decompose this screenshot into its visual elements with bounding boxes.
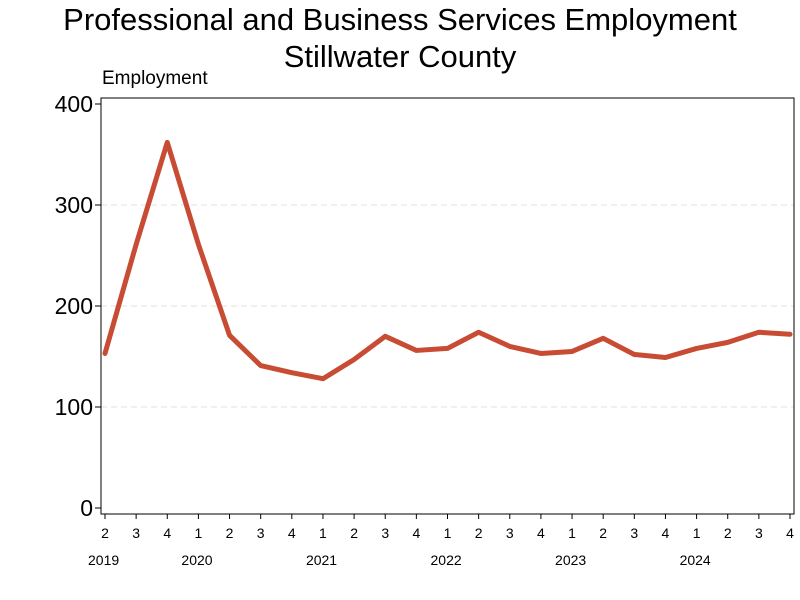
data-point xyxy=(538,351,544,356)
y-axis-label: Employment xyxy=(102,68,208,89)
x-tick-label: 2 xyxy=(226,525,234,541)
data-point xyxy=(165,140,170,145)
x-year-label: 2020 xyxy=(181,552,212,568)
y-tick-label: 0 xyxy=(80,495,93,521)
x-tick-label: 2 xyxy=(724,525,732,541)
series-line xyxy=(102,139,793,382)
x-tick-label: 1 xyxy=(319,525,327,541)
data-point xyxy=(289,370,295,375)
data-point xyxy=(507,344,512,349)
data-point xyxy=(569,349,575,354)
x-axis-ticks: 2 3 4 1 2 3 4 1 2 3 4 1 2 3 4 1 2 3 4 1 2 3 4 2019 2020 2021 2022 2… xyxy=(88,514,794,568)
x-tick-label: 2 xyxy=(599,525,607,541)
x-tick-label: 4 xyxy=(662,525,670,541)
y-tick-label: 200 xyxy=(55,293,93,319)
y-tick-label: 300 xyxy=(55,192,93,218)
data-point xyxy=(351,357,357,362)
x-tick-label: 3 xyxy=(132,525,140,541)
data-point xyxy=(414,348,419,353)
x-tick-label: 1 xyxy=(693,525,701,541)
x-year-label: 2022 xyxy=(431,552,462,568)
x-tick-label: 2 xyxy=(101,525,109,541)
data-point xyxy=(632,352,637,357)
y-tick-label: 100 xyxy=(55,394,93,420)
data-point xyxy=(196,242,201,247)
x-tick-label: 3 xyxy=(755,525,763,541)
x-year-label: 2024 xyxy=(680,552,711,568)
gridlines xyxy=(101,204,794,408)
data-point xyxy=(600,336,606,341)
data-point xyxy=(383,334,388,339)
x-tick-label: 3 xyxy=(630,525,638,541)
data-point xyxy=(445,346,450,351)
x-tick-label: 4 xyxy=(163,525,171,541)
chart-subtitle: Stillwater County xyxy=(283,39,517,74)
y-tick-label: 400 xyxy=(55,91,93,117)
data-point xyxy=(725,340,730,345)
data-point xyxy=(476,330,481,335)
x-tick-label: 1 xyxy=(568,525,576,541)
x-tick-label: 1 xyxy=(195,525,203,541)
data-point xyxy=(102,351,108,356)
series-group xyxy=(102,139,793,382)
x-tick-label: 4 xyxy=(288,525,296,541)
x-tick-label: 2 xyxy=(350,525,358,541)
x-tick-label: 1 xyxy=(444,525,452,541)
data-point xyxy=(227,333,232,338)
chart-title: Professional and Business Services Emplo… xyxy=(63,2,737,37)
data-point xyxy=(320,376,326,381)
y-axis-ticks: 0 100 200 300 400 xyxy=(55,91,101,521)
x-year-label: 2019 xyxy=(88,552,119,568)
x-tick-label: 4 xyxy=(412,525,420,541)
data-point xyxy=(694,346,699,351)
data-point xyxy=(258,363,263,368)
x-tick-label: 2 xyxy=(475,525,483,541)
x-tick-label: 4 xyxy=(537,525,545,541)
data-point xyxy=(663,355,668,360)
x-tick-label: 3 xyxy=(257,525,265,541)
data-point xyxy=(787,332,793,337)
x-tick-label: 3 xyxy=(381,525,389,541)
x-year-label: 2023 xyxy=(555,552,586,568)
x-year-label: 2021 xyxy=(306,552,337,568)
x-tick-label: 3 xyxy=(506,525,514,541)
data-point xyxy=(756,330,762,335)
data-point xyxy=(133,242,139,247)
x-tick-label: 4 xyxy=(786,525,794,541)
